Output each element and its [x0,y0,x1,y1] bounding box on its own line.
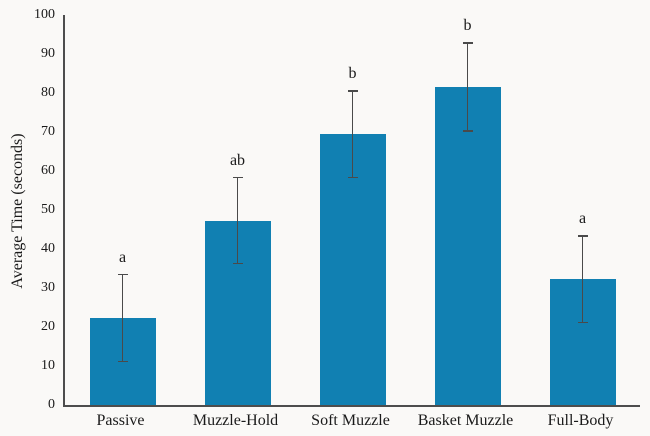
significance-letter: ab [229,151,246,169]
error-bar [121,274,124,362]
error-bar-cap [347,176,358,179]
error-bar-cap [232,262,243,265]
error-bar [351,91,354,178]
plot-area: a ab b b a [63,15,640,407]
significance-letter: a [118,248,127,266]
significance-letter: a [578,210,587,228]
error-bar [581,236,584,323]
y-tick-label: 90 [41,46,55,61]
significance-letter: b [463,17,472,35]
error-bar-cap [577,321,588,324]
error-bar-cap [462,42,473,44]
error-bar-cap [232,176,243,179]
error-bar-cap [347,90,358,92]
significance-letter: b [348,65,357,83]
error-bar-cap [577,235,588,237]
error-bar-cap [117,360,128,363]
y-tick-label: 0 [48,397,55,412]
y-tick-label: 40 [41,241,55,256]
bar-soft-muzzle [319,134,386,405]
y-tick-label: 80 [41,85,55,100]
error-bar [466,43,469,132]
y-tick-label: 100 [34,7,55,22]
error-bar-cap [462,130,473,132]
y-tick-label: 70 [41,124,55,139]
x-tick-label: Muzzle-Hold [192,412,279,429]
y-tick-label: 20 [41,319,55,334]
x-tick-label: Soft Muzzle [311,412,390,429]
x-tick-label: Basket Muzzle [417,412,514,429]
bar-basket-muzzle [434,87,501,405]
y-tick-label: 50 [41,202,55,217]
x-tick-label: Full-Body [547,412,614,429]
x-tick-label: Passive [96,412,145,429]
error-bar [236,177,239,264]
error-bar-cap [117,273,128,276]
y-tick-label: 10 [41,358,55,373]
y-tick-label: 30 [41,280,55,295]
y-tick-label: 60 [41,163,55,178]
